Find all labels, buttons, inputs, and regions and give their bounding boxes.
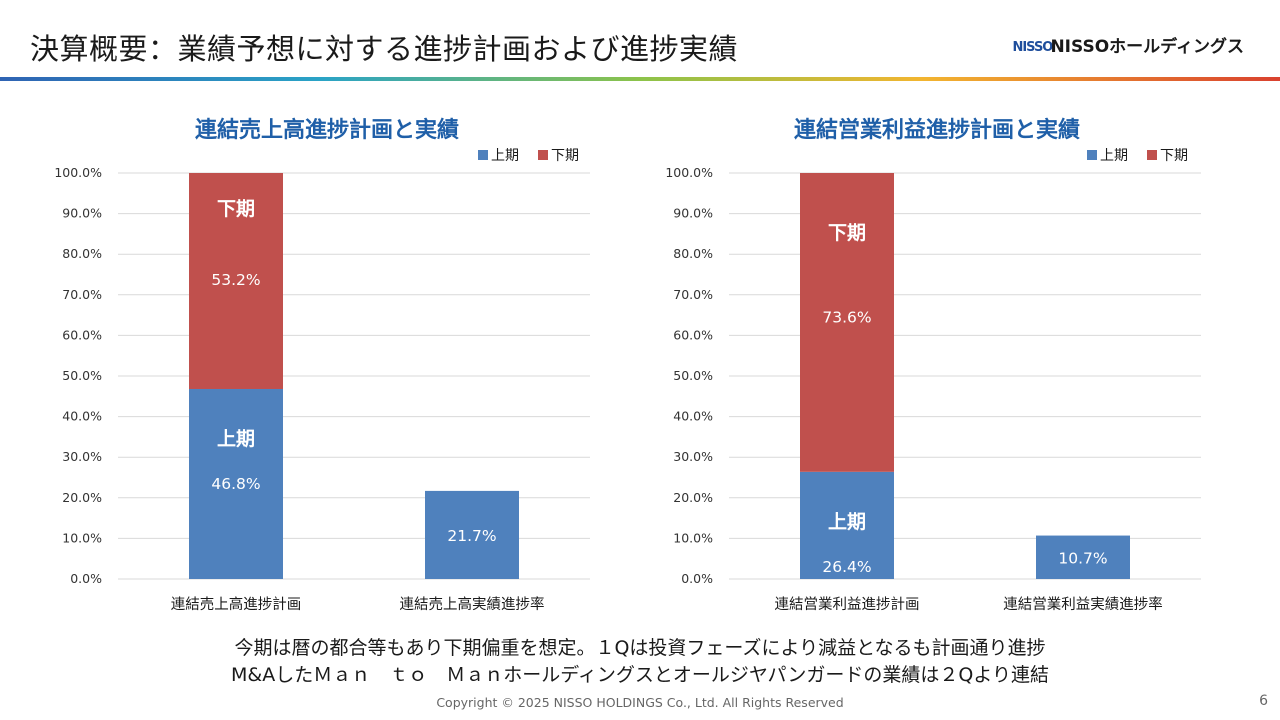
y-tick-label: 40.0% <box>673 409 713 424</box>
y-tick-label: 60.0% <box>673 327 713 342</box>
legend-label: 下期 <box>1160 148 1188 164</box>
x-category-label: 連結営業利益実績進捗率 <box>1003 596 1163 613</box>
bar-data-label: 53.2% <box>211 271 260 289</box>
bar-section-label: 上期 <box>217 428 255 450</box>
y-tick-label: 100.0% <box>54 165 102 180</box>
y-tick-label: 30.0% <box>673 449 713 464</box>
bar-first-half <box>1036 535 1130 579</box>
y-tick-label: 20.0% <box>673 490 713 505</box>
bar-first-half <box>425 490 519 579</box>
bar-section-label: 下期 <box>217 198 255 220</box>
logo-text: NISSOホールディングス <box>1050 37 1244 57</box>
y-tick-label: 80.0% <box>673 246 713 261</box>
y-tick-label: 70.0% <box>62 287 102 302</box>
legend-swatch <box>1087 150 1097 160</box>
copyright-text: Copyright © 2025 NISSO HOLDINGS Co., Ltd… <box>436 695 844 710</box>
y-tick-label: 60.0% <box>62 327 102 342</box>
legend-label: 下期 <box>551 148 579 164</box>
bar-data-label: 10.7% <box>1058 549 1107 567</box>
x-category-label: 連結売上高進捗計画 <box>171 596 302 613</box>
legend-swatch <box>478 150 488 160</box>
y-tick-label: 90.0% <box>62 206 102 221</box>
chart-title-operating-profit: 連結営業利益進捗計画と実績 <box>793 118 1080 143</box>
y-tick-label: 40.0% <box>62 409 102 424</box>
x-category-label: 連結売上高実績進捗率 <box>400 596 545 613</box>
operating-profit-progress-chart: 0.0% 10.0% 20.0% 30.0% 40.0% 50.0% 60.0% 70.0% 8… <box>665 148 1201 613</box>
company-logo: NISSO NISSOホールディングス <box>1012 32 1244 57</box>
y-tick-label: 0.0% <box>681 571 713 586</box>
x-category-label: 連結営業利益進捗計画 <box>775 596 920 613</box>
y-tick-label: 0.0% <box>70 571 102 586</box>
y-tick-label: 80.0% <box>62 246 102 261</box>
bar-second-half <box>800 173 894 472</box>
legend-swatch <box>1147 150 1157 160</box>
bar-data-label: 73.6% <box>822 308 871 326</box>
page-number: 6 <box>1259 693 1268 709</box>
bar-data-label: 26.4% <box>822 558 871 576</box>
bar-first-half <box>800 471 894 579</box>
bar-data-label: 21.7% <box>447 527 496 545</box>
title-gradient-rule <box>0 77 1280 81</box>
bar-data-label: 46.8% <box>211 475 260 493</box>
y-tick-label: 50.0% <box>673 368 713 383</box>
y-tick-label: 50.0% <box>62 368 102 383</box>
summary-note-line-2: M&AしたＭａｎ ｔｏ Ｍａｎホールディングスとオールジヤパンガードの業績は２Q… <box>230 664 1050 686</box>
sales-progress-chart: 0.0% 10.0% 20.0% 30.0% 40.0% 50.0% 60.0% 70.0% 8… <box>54 148 590 613</box>
logo-mark-icon: NISSO <box>1012 39 1053 55</box>
y-tick-label: 30.0% <box>62 449 102 464</box>
legend-label: 上期 <box>1100 148 1128 164</box>
legend-label: 上期 <box>491 148 519 164</box>
summary-note-line-1: 今期は暦の都合等もあり下期偏重を想定。１Qは投資フェーズにより減益となるも計画通… <box>234 637 1046 659</box>
bar-second-half <box>189 173 283 389</box>
y-tick-label: 70.0% <box>673 287 713 302</box>
chart-title-sales: 連結売上高進捗計画と実績 <box>194 118 459 143</box>
page-title: 決算概要：業績予想に対する進捗計画および進捗実績 <box>30 32 739 66</box>
y-tick-label: 20.0% <box>62 490 102 505</box>
bar-first-half <box>189 388 283 579</box>
y-tick-label: 100.0% <box>665 165 713 180</box>
y-tick-label: 90.0% <box>673 206 713 221</box>
bar-section-label: 上期 <box>828 511 866 533</box>
y-tick-label: 10.0% <box>673 530 713 545</box>
legend-swatch <box>538 150 548 160</box>
y-tick-label: 10.0% <box>62 530 102 545</box>
bar-section-label: 下期 <box>828 222 866 244</box>
